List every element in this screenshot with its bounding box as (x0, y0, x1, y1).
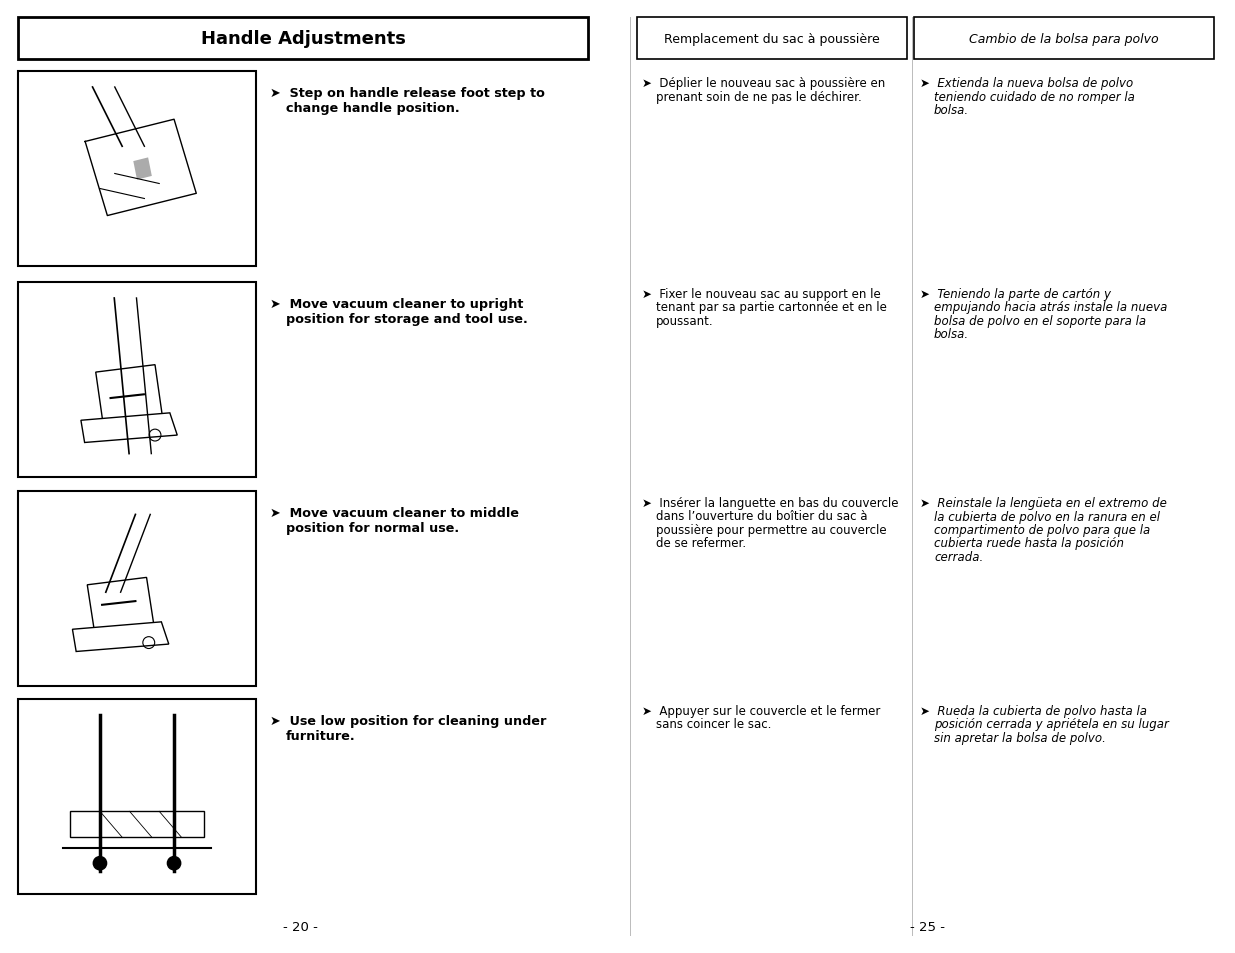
Polygon shape (82, 414, 178, 443)
Text: la cubierta de polvo en la ranura en el: la cubierta de polvo en la ranura en el (934, 510, 1160, 523)
Text: bolsa.: bolsa. (934, 328, 969, 341)
Circle shape (94, 857, 106, 870)
Text: Remplacement du sac à poussière: Remplacement du sac à poussière (664, 32, 879, 46)
Text: - 25 -: - 25 - (909, 921, 945, 934)
Bar (19, 700, 256, 894)
Text: prenant soin de ne pas le déchirer.: prenant soin de ne pas le déchirer. (656, 91, 862, 103)
Text: ➤  Teniendo la parte de cartón y: ➤ Teniendo la parte de cartón y (920, 288, 1112, 301)
Text: sans coincer le sac.: sans coincer le sac. (656, 718, 772, 731)
Text: position for normal use.: position for normal use. (287, 521, 459, 535)
Text: Handle Adjustments: Handle Adjustments (200, 30, 405, 48)
Text: ➤  Appuyer sur le couvercle et le fermer: ➤ Appuyer sur le couvercle et le fermer (642, 704, 881, 718)
Text: ➤  Use low position for cleaning under: ➤ Use low position for cleaning under (270, 714, 546, 727)
Text: ➤  Reinstale la lengüeta en el extremo de: ➤ Reinstale la lengüeta en el extremo de (920, 497, 1167, 510)
Bar (19, 283, 256, 477)
Bar (19, 492, 256, 686)
Polygon shape (70, 811, 204, 838)
Text: poussière pour permettre au couvercle: poussière pour permettre au couvercle (656, 523, 887, 537)
Text: de se refermer.: de se refermer. (656, 537, 746, 550)
Bar (19, 18, 588, 60)
Text: dans l’ouverture du boîtier du sac à: dans l’ouverture du boîtier du sac à (656, 510, 867, 523)
Text: ➤  Move vacuum cleaner to middle: ➤ Move vacuum cleaner to middle (270, 506, 519, 519)
Text: empujando hacia atrás instale la nueva: empujando hacia atrás instale la nueva (934, 301, 1167, 314)
Polygon shape (96, 365, 163, 424)
Text: poussant.: poussant. (656, 314, 714, 328)
Text: teniendo cuidado de no romper la: teniendo cuidado de no romper la (934, 91, 1135, 103)
Bar (914, 18, 1214, 60)
Text: ➤  Déplier le nouveau sac à poussière en: ➤ Déplier le nouveau sac à poussière en (642, 77, 885, 90)
Text: bolsa.: bolsa. (934, 104, 969, 117)
Polygon shape (133, 158, 152, 180)
Text: ➤  Extienda la nueva bolsa de polvo: ➤ Extienda la nueva bolsa de polvo (920, 77, 1134, 90)
Text: sin apretar la bolsa de polvo.: sin apretar la bolsa de polvo. (934, 731, 1105, 744)
Text: position for storage and tool use.: position for storage and tool use. (287, 313, 527, 326)
Text: furniture.: furniture. (287, 729, 356, 742)
Text: tenant par sa partie cartonnée et en le: tenant par sa partie cartonnée et en le (656, 301, 887, 314)
Text: ➤  Fixer le nouveau sac au support en le: ➤ Fixer le nouveau sac au support en le (642, 288, 881, 301)
Text: change handle position.: change handle position. (287, 102, 459, 115)
Text: compartimento de polvo para que la: compartimento de polvo para que la (934, 523, 1150, 537)
Text: ➤  Insérer la languette en bas du couvercle: ➤ Insérer la languette en bas du couverc… (642, 497, 899, 510)
Circle shape (168, 857, 180, 870)
Text: cubierta ruede hasta la posición: cubierta ruede hasta la posición (934, 537, 1124, 550)
Text: - 20 -: - 20 - (283, 921, 317, 934)
Polygon shape (88, 578, 154, 634)
Text: ➤  Step on handle release foot step to: ➤ Step on handle release foot step to (270, 87, 545, 100)
Polygon shape (73, 622, 169, 652)
Bar (19, 71, 256, 267)
Text: ➤  Rueda la cubierta de polvo hasta la: ➤ Rueda la cubierta de polvo hasta la (920, 704, 1147, 718)
Text: ➤  Move vacuum cleaner to upright: ➤ Move vacuum cleaner to upright (270, 297, 524, 311)
Text: posición cerrada y apriétela en su lugar: posición cerrada y apriétela en su lugar (934, 718, 1168, 731)
Text: bolsa de polvo en el soporte para la: bolsa de polvo en el soporte para la (934, 314, 1146, 328)
Text: Cambio de la bolsa para polvo: Cambio de la bolsa para polvo (969, 32, 1158, 46)
Text: cerrada.: cerrada. (934, 551, 983, 563)
Bar (637, 18, 906, 60)
